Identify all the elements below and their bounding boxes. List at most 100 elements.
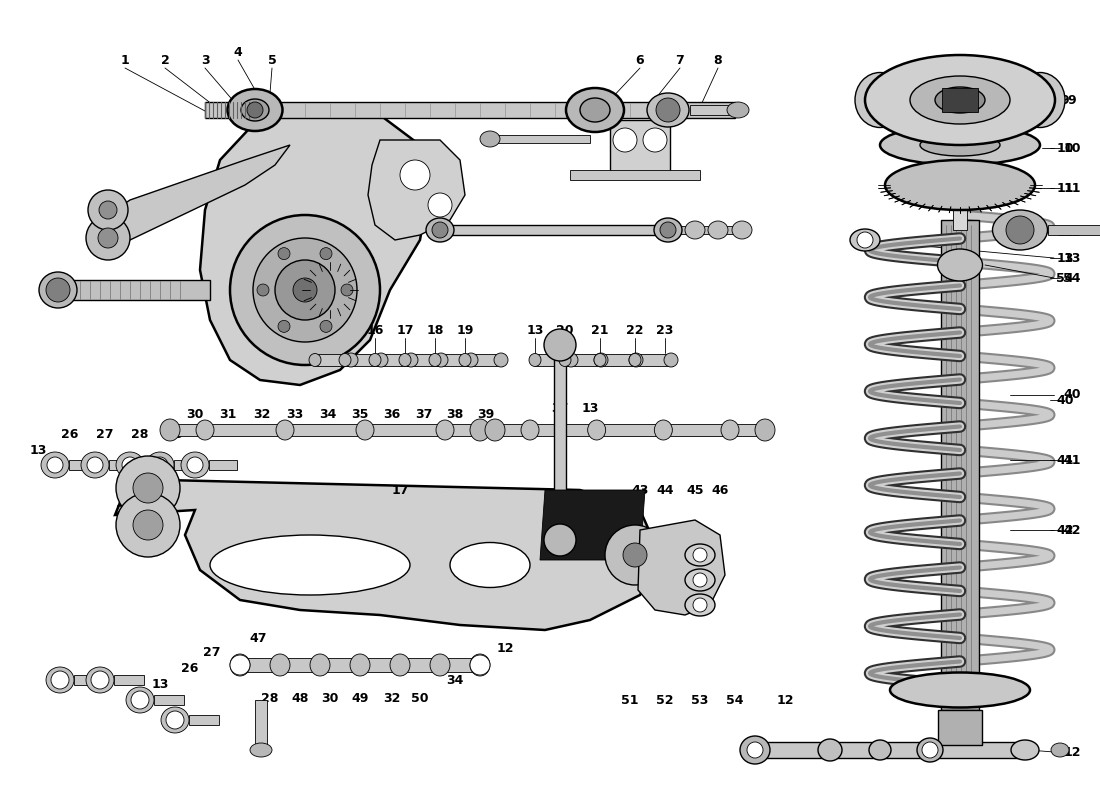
Ellipse shape xyxy=(309,354,321,366)
Circle shape xyxy=(131,691,149,709)
Text: 10: 10 xyxy=(1064,142,1080,154)
Polygon shape xyxy=(540,490,645,560)
Text: 54: 54 xyxy=(1056,271,1074,285)
Ellipse shape xyxy=(992,210,1047,250)
Bar xyxy=(535,354,573,366)
Bar xyxy=(1048,225,1100,235)
Text: 54: 54 xyxy=(1064,271,1080,285)
Text: 13: 13 xyxy=(1064,251,1080,265)
Circle shape xyxy=(693,598,707,612)
Ellipse shape xyxy=(755,419,775,441)
Circle shape xyxy=(605,525,665,585)
Ellipse shape xyxy=(559,354,571,366)
Circle shape xyxy=(46,278,70,302)
Ellipse shape xyxy=(935,87,984,113)
Polygon shape xyxy=(638,520,725,615)
Ellipse shape xyxy=(850,229,880,251)
Text: 38: 38 xyxy=(447,409,463,422)
Circle shape xyxy=(133,510,163,540)
Ellipse shape xyxy=(654,218,682,242)
Circle shape xyxy=(857,232,873,248)
Ellipse shape xyxy=(869,740,891,760)
Circle shape xyxy=(470,655,490,675)
Bar xyxy=(189,715,219,725)
Ellipse shape xyxy=(39,272,77,308)
Ellipse shape xyxy=(886,160,1035,210)
Text: 54: 54 xyxy=(726,694,744,706)
Text: 13: 13 xyxy=(1056,251,1074,265)
Circle shape xyxy=(47,457,63,473)
Ellipse shape xyxy=(374,353,388,367)
Ellipse shape xyxy=(685,594,715,616)
Text: 13: 13 xyxy=(581,402,598,414)
Ellipse shape xyxy=(210,535,410,595)
Circle shape xyxy=(133,473,163,503)
Text: 9: 9 xyxy=(1068,94,1076,106)
Text: 32: 32 xyxy=(383,691,400,705)
Ellipse shape xyxy=(146,452,174,478)
Circle shape xyxy=(116,493,180,557)
Circle shape xyxy=(660,222,676,238)
Text: 28: 28 xyxy=(262,691,278,705)
Ellipse shape xyxy=(594,354,606,366)
Circle shape xyxy=(88,190,128,230)
Circle shape xyxy=(400,160,430,190)
Text: 11: 11 xyxy=(1064,182,1080,194)
Text: 16: 16 xyxy=(366,323,384,337)
Text: 13: 13 xyxy=(152,678,168,691)
Text: 4: 4 xyxy=(233,46,242,58)
Ellipse shape xyxy=(470,419,490,441)
Text: 9: 9 xyxy=(1060,94,1069,106)
Circle shape xyxy=(122,457,138,473)
Ellipse shape xyxy=(529,354,541,366)
Ellipse shape xyxy=(339,354,351,366)
Text: 17: 17 xyxy=(392,483,409,497)
Bar xyxy=(170,424,480,436)
Bar xyxy=(565,354,603,366)
Circle shape xyxy=(51,671,69,689)
Text: 44: 44 xyxy=(657,483,673,497)
Ellipse shape xyxy=(685,544,715,566)
Ellipse shape xyxy=(564,353,578,367)
Ellipse shape xyxy=(740,736,770,764)
Ellipse shape xyxy=(276,420,294,440)
Circle shape xyxy=(166,711,184,729)
Bar xyxy=(440,225,670,235)
Text: 50: 50 xyxy=(411,691,429,705)
Ellipse shape xyxy=(430,654,450,676)
Text: 34: 34 xyxy=(319,409,337,422)
Ellipse shape xyxy=(727,102,749,118)
Text: 19: 19 xyxy=(456,323,474,337)
Bar xyxy=(345,354,383,366)
Ellipse shape xyxy=(126,687,154,713)
Text: 12: 12 xyxy=(1064,226,1080,238)
Circle shape xyxy=(922,742,938,758)
Ellipse shape xyxy=(920,134,1000,156)
Text: 25: 25 xyxy=(156,503,174,517)
Bar xyxy=(668,226,748,234)
Ellipse shape xyxy=(1015,73,1065,127)
Circle shape xyxy=(91,671,109,689)
Circle shape xyxy=(86,216,130,260)
Bar xyxy=(690,105,735,115)
Ellipse shape xyxy=(270,654,290,676)
Circle shape xyxy=(253,238,358,342)
Text: 52: 52 xyxy=(657,694,673,706)
Ellipse shape xyxy=(390,654,410,676)
Bar xyxy=(240,658,480,672)
Ellipse shape xyxy=(732,221,752,239)
Polygon shape xyxy=(116,480,660,630)
Circle shape xyxy=(230,655,250,675)
Text: 3: 3 xyxy=(200,54,209,66)
Bar xyxy=(109,460,138,470)
Ellipse shape xyxy=(880,125,1040,165)
Bar xyxy=(938,710,982,745)
Circle shape xyxy=(320,248,332,260)
Ellipse shape xyxy=(664,353,678,367)
Circle shape xyxy=(87,457,103,473)
Ellipse shape xyxy=(434,353,448,367)
Ellipse shape xyxy=(917,738,943,762)
Text: 7: 7 xyxy=(675,54,684,66)
Bar xyxy=(375,354,412,366)
Bar xyxy=(490,135,590,143)
